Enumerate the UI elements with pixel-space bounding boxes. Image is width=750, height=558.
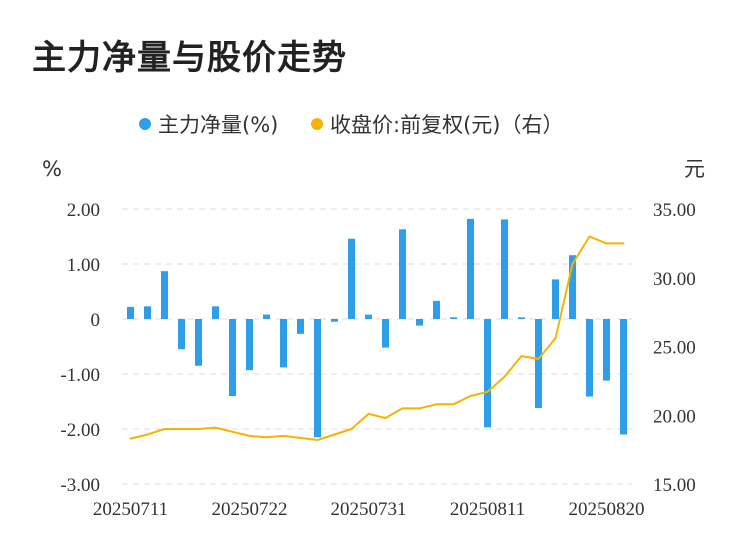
price-point xyxy=(197,428,200,430)
left-tick-label: -3.00 xyxy=(60,475,100,496)
price-point xyxy=(571,263,574,265)
net-volume-bar xyxy=(620,319,627,435)
price-point xyxy=(435,403,438,406)
right-axis-unit: 元 xyxy=(684,157,705,181)
right-tick-label: 35.00 xyxy=(653,200,696,221)
price-point xyxy=(248,434,251,437)
left-axis-ticks: 2.00 1.00 0 -1.00 -2.00 -3.00 xyxy=(60,200,100,496)
price-point xyxy=(129,437,132,440)
right-axis-ticks: 35.00 30.00 25.00 20.00 15.00 xyxy=(653,200,696,496)
price-point xyxy=(486,390,489,393)
net-volume-bar xyxy=(552,279,559,319)
price-point xyxy=(163,428,166,430)
net-volume-bar xyxy=(535,319,542,409)
left-tick-label: 0 xyxy=(91,310,101,331)
price-point xyxy=(146,433,149,436)
right-tick-label: 15.00 xyxy=(653,475,696,496)
right-tick-label: 25.00 xyxy=(653,338,696,359)
price-point xyxy=(350,428,353,430)
net-volume-bar xyxy=(229,319,236,396)
price-point xyxy=(299,436,302,439)
net-volume-bar xyxy=(467,218,474,319)
net-volume-bar xyxy=(195,319,202,366)
x-tick-label: 20250731 xyxy=(331,499,407,520)
net-volume-bar xyxy=(382,319,389,348)
left-tick-label: 1.00 xyxy=(67,255,100,276)
x-axis-ticks: 20250711 20250722 20250731 20250811 20250820 xyxy=(93,499,645,520)
price-point xyxy=(367,412,370,415)
gridlines xyxy=(122,208,632,485)
net-volume-bar xyxy=(518,317,525,319)
price-point xyxy=(231,430,234,433)
net-volume-bar xyxy=(501,219,508,319)
net-volume-bar xyxy=(212,306,219,319)
price-point xyxy=(316,439,319,441)
price-line xyxy=(129,235,625,441)
price-point xyxy=(384,417,387,419)
net-volume-bar xyxy=(246,319,253,371)
chart-title: 主力净量与股价走势 xyxy=(32,38,347,78)
left-tick-label: -2.00 xyxy=(60,420,100,441)
price-series-line xyxy=(130,235,624,441)
x-tick-label: 20250811 xyxy=(450,499,525,520)
net-volume-bar xyxy=(263,314,270,319)
price-point xyxy=(588,235,591,238)
price-point xyxy=(401,407,404,410)
left-tick-label: 2.00 xyxy=(67,200,100,221)
price-point xyxy=(554,337,557,340)
net-volume-bar xyxy=(331,319,338,322)
price-point xyxy=(537,357,540,360)
price-point xyxy=(605,242,608,245)
price-point xyxy=(282,434,285,437)
net-volume-bar xyxy=(297,319,304,334)
net-volume-bar xyxy=(586,319,593,397)
net-volume-bar xyxy=(603,319,610,381)
left-axis-unit: % xyxy=(42,157,62,181)
legend-label-price: 收盘价:前复权(元)（右） xyxy=(330,113,563,137)
net-volume-bar xyxy=(178,319,185,350)
price-point xyxy=(214,426,217,429)
price-point xyxy=(469,395,472,397)
right-tick-label: 30.00 xyxy=(653,269,696,290)
net-volume-bar xyxy=(416,319,423,326)
net-volume-bar xyxy=(484,319,491,428)
net-volume-bar xyxy=(348,238,355,319)
net-volume-bar xyxy=(280,319,287,368)
net-volume-bar xyxy=(399,229,406,319)
legend-marker-price xyxy=(311,118,323,130)
net-volume-bar xyxy=(314,319,321,438)
price-point xyxy=(265,436,268,439)
legend-marker-net-volume xyxy=(139,118,151,130)
right-tick-label: 20.00 xyxy=(653,406,696,427)
x-tick-label: 20250820 xyxy=(569,499,645,520)
price-point xyxy=(333,433,336,436)
net-volume-bar xyxy=(450,317,457,319)
price-point xyxy=(503,375,506,378)
net-volume-bar xyxy=(127,306,134,319)
price-point xyxy=(452,403,455,406)
left-tick-label: -1.00 xyxy=(60,365,100,386)
net-volume-bar xyxy=(569,255,576,319)
x-tick-label: 20250711 xyxy=(93,499,168,520)
price-point xyxy=(520,355,523,358)
price-point xyxy=(418,407,421,410)
price-point xyxy=(622,242,625,245)
net-volume-bar xyxy=(433,300,440,319)
legend: 主力净量(%) 收盘价:前复权(元)（右） xyxy=(139,113,563,137)
net-volume-bar xyxy=(144,306,151,319)
net-volume-bars xyxy=(127,218,627,438)
price-point xyxy=(180,428,183,430)
legend-label-net-volume: 主力净量(%) xyxy=(158,113,278,137)
x-tick-label: 20250722 xyxy=(212,499,288,520)
net-volume-bar xyxy=(161,271,168,319)
net-volume-bar xyxy=(365,314,372,319)
